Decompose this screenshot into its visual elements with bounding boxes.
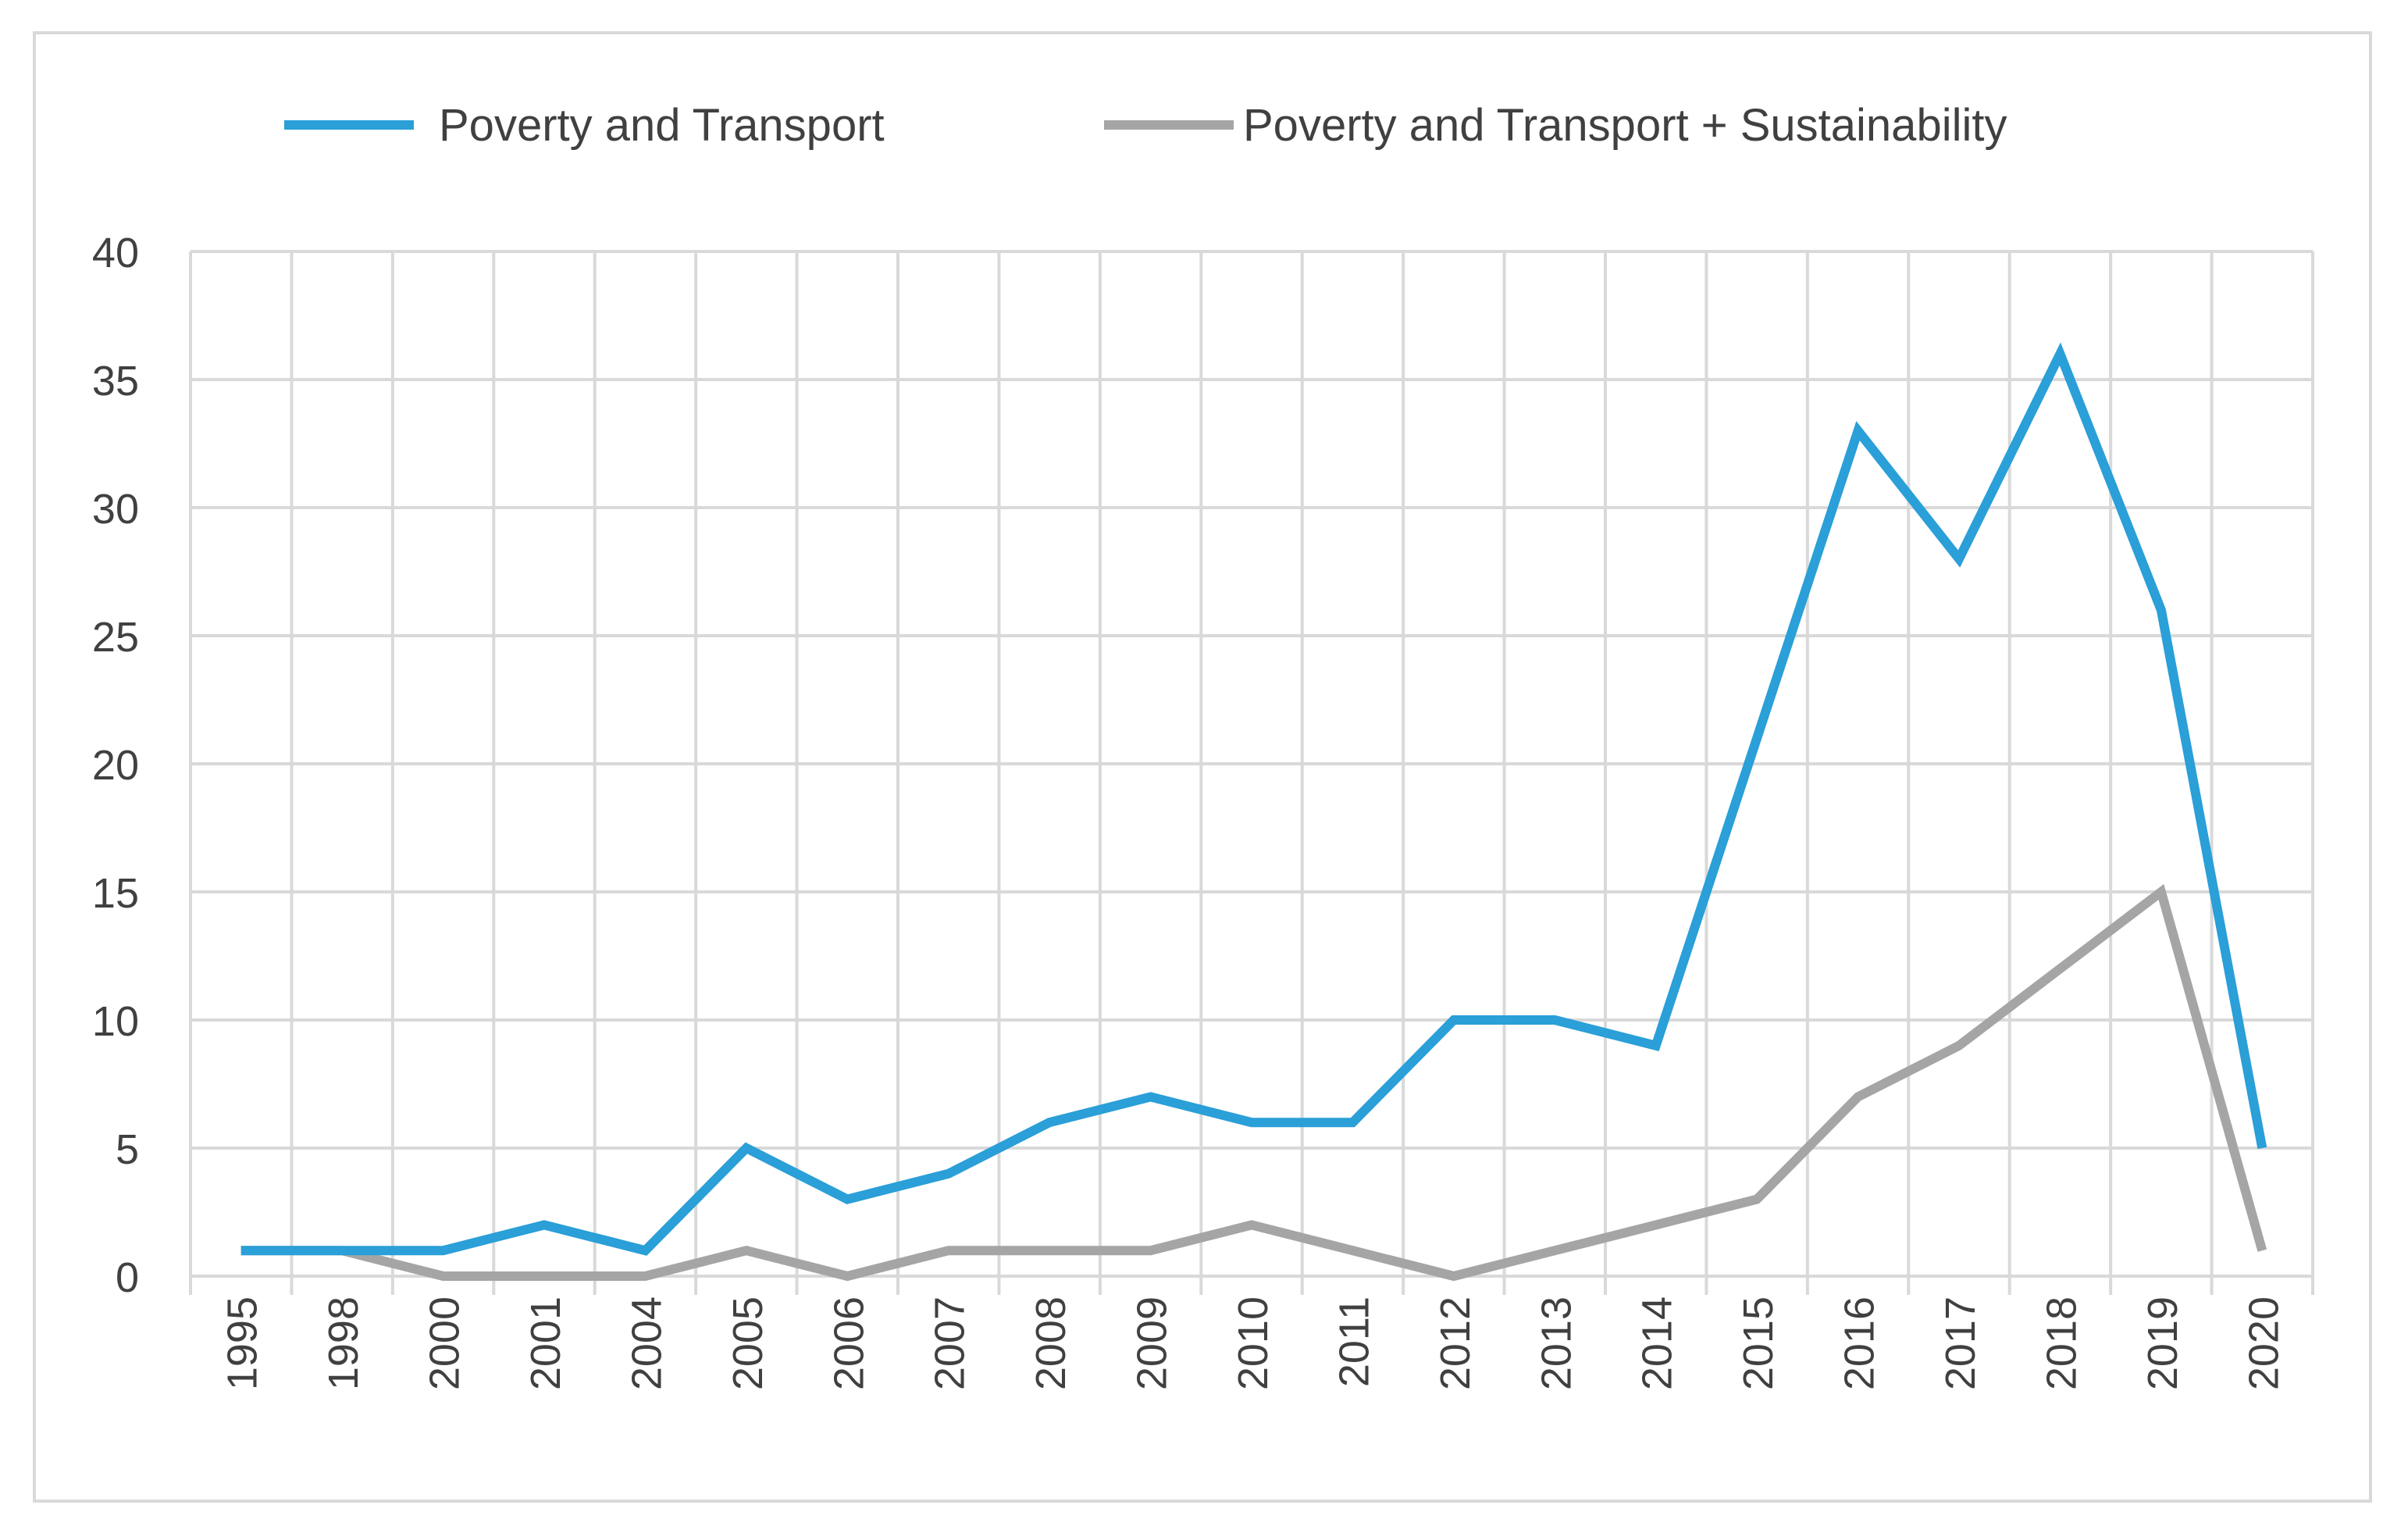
series-lines — [240, 342, 2267, 1282]
x-tick-label: 2013 — [1533, 1296, 1580, 1390]
x-tick-label: 2011 — [1330, 1296, 1377, 1387]
y-axis-tick-labels: 0 5 10 15 20 25 30 35 40 — [92, 230, 139, 1301]
legend-label-poverty-transport-sustainability: Poverty and Transport + Sustainability — [1243, 100, 2007, 151]
legend-label-poverty-transport: Poverty and Transport — [439, 100, 885, 151]
y-tick-label: 30 — [92, 486, 139, 533]
gridlines — [189, 250, 2314, 1295]
y-tick-label: 15 — [92, 870, 139, 917]
x-tick-label: 2005 — [725, 1296, 771, 1390]
x-tick-label: 2012 — [1432, 1296, 1479, 1390]
x-tick-label: 2020 — [2240, 1296, 2287, 1390]
y-tick-label: 35 — [92, 358, 139, 405]
x-axis-tick-labels: 1995 1998 2000 2001 2004 2005 2006 2007 2008 2009… — [219, 1296, 2288, 1390]
x-tick-label: 2007 — [927, 1296, 974, 1390]
y-tick-label: 5 — [116, 1126, 139, 1173]
x-tick-label: 2006 — [825, 1296, 872, 1390]
x-tick-label: 2000 — [422, 1296, 468, 1390]
legend: Poverty and Transport Poverty and Transp… — [284, 100, 2007, 151]
x-tick-label: 2016 — [1836, 1296, 1883, 1390]
x-tick-label: 2018 — [2038, 1296, 2085, 1390]
x-tick-label: 2008 — [1028, 1296, 1074, 1390]
x-tick-label: 1998 — [320, 1296, 367, 1390]
series-line-poverty-transport-sustainability — [240, 883, 2267, 1282]
x-tick-label: 2014 — [1634, 1296, 1681, 1390]
x-tick-label: 2015 — [1735, 1296, 1782, 1390]
y-tick-label: 20 — [92, 742, 139, 789]
x-tick-label: 2010 — [1230, 1296, 1277, 1390]
y-tick-label: 40 — [92, 230, 139, 276]
x-tick-label: 2004 — [623, 1296, 670, 1390]
x-tick-label: 2009 — [1129, 1296, 1176, 1390]
x-tick-label: 2017 — [1937, 1296, 1984, 1390]
y-tick-label: 0 — [116, 1254, 139, 1301]
x-tick-label: 2001 — [522, 1296, 569, 1390]
x-tick-label: 1995 — [219, 1296, 266, 1390]
y-tick-label: 10 — [92, 998, 139, 1045]
y-tick-label: 25 — [92, 614, 139, 661]
x-tick-label: 2019 — [2139, 1296, 2186, 1390]
series-line-poverty-transport — [240, 342, 2267, 1256]
